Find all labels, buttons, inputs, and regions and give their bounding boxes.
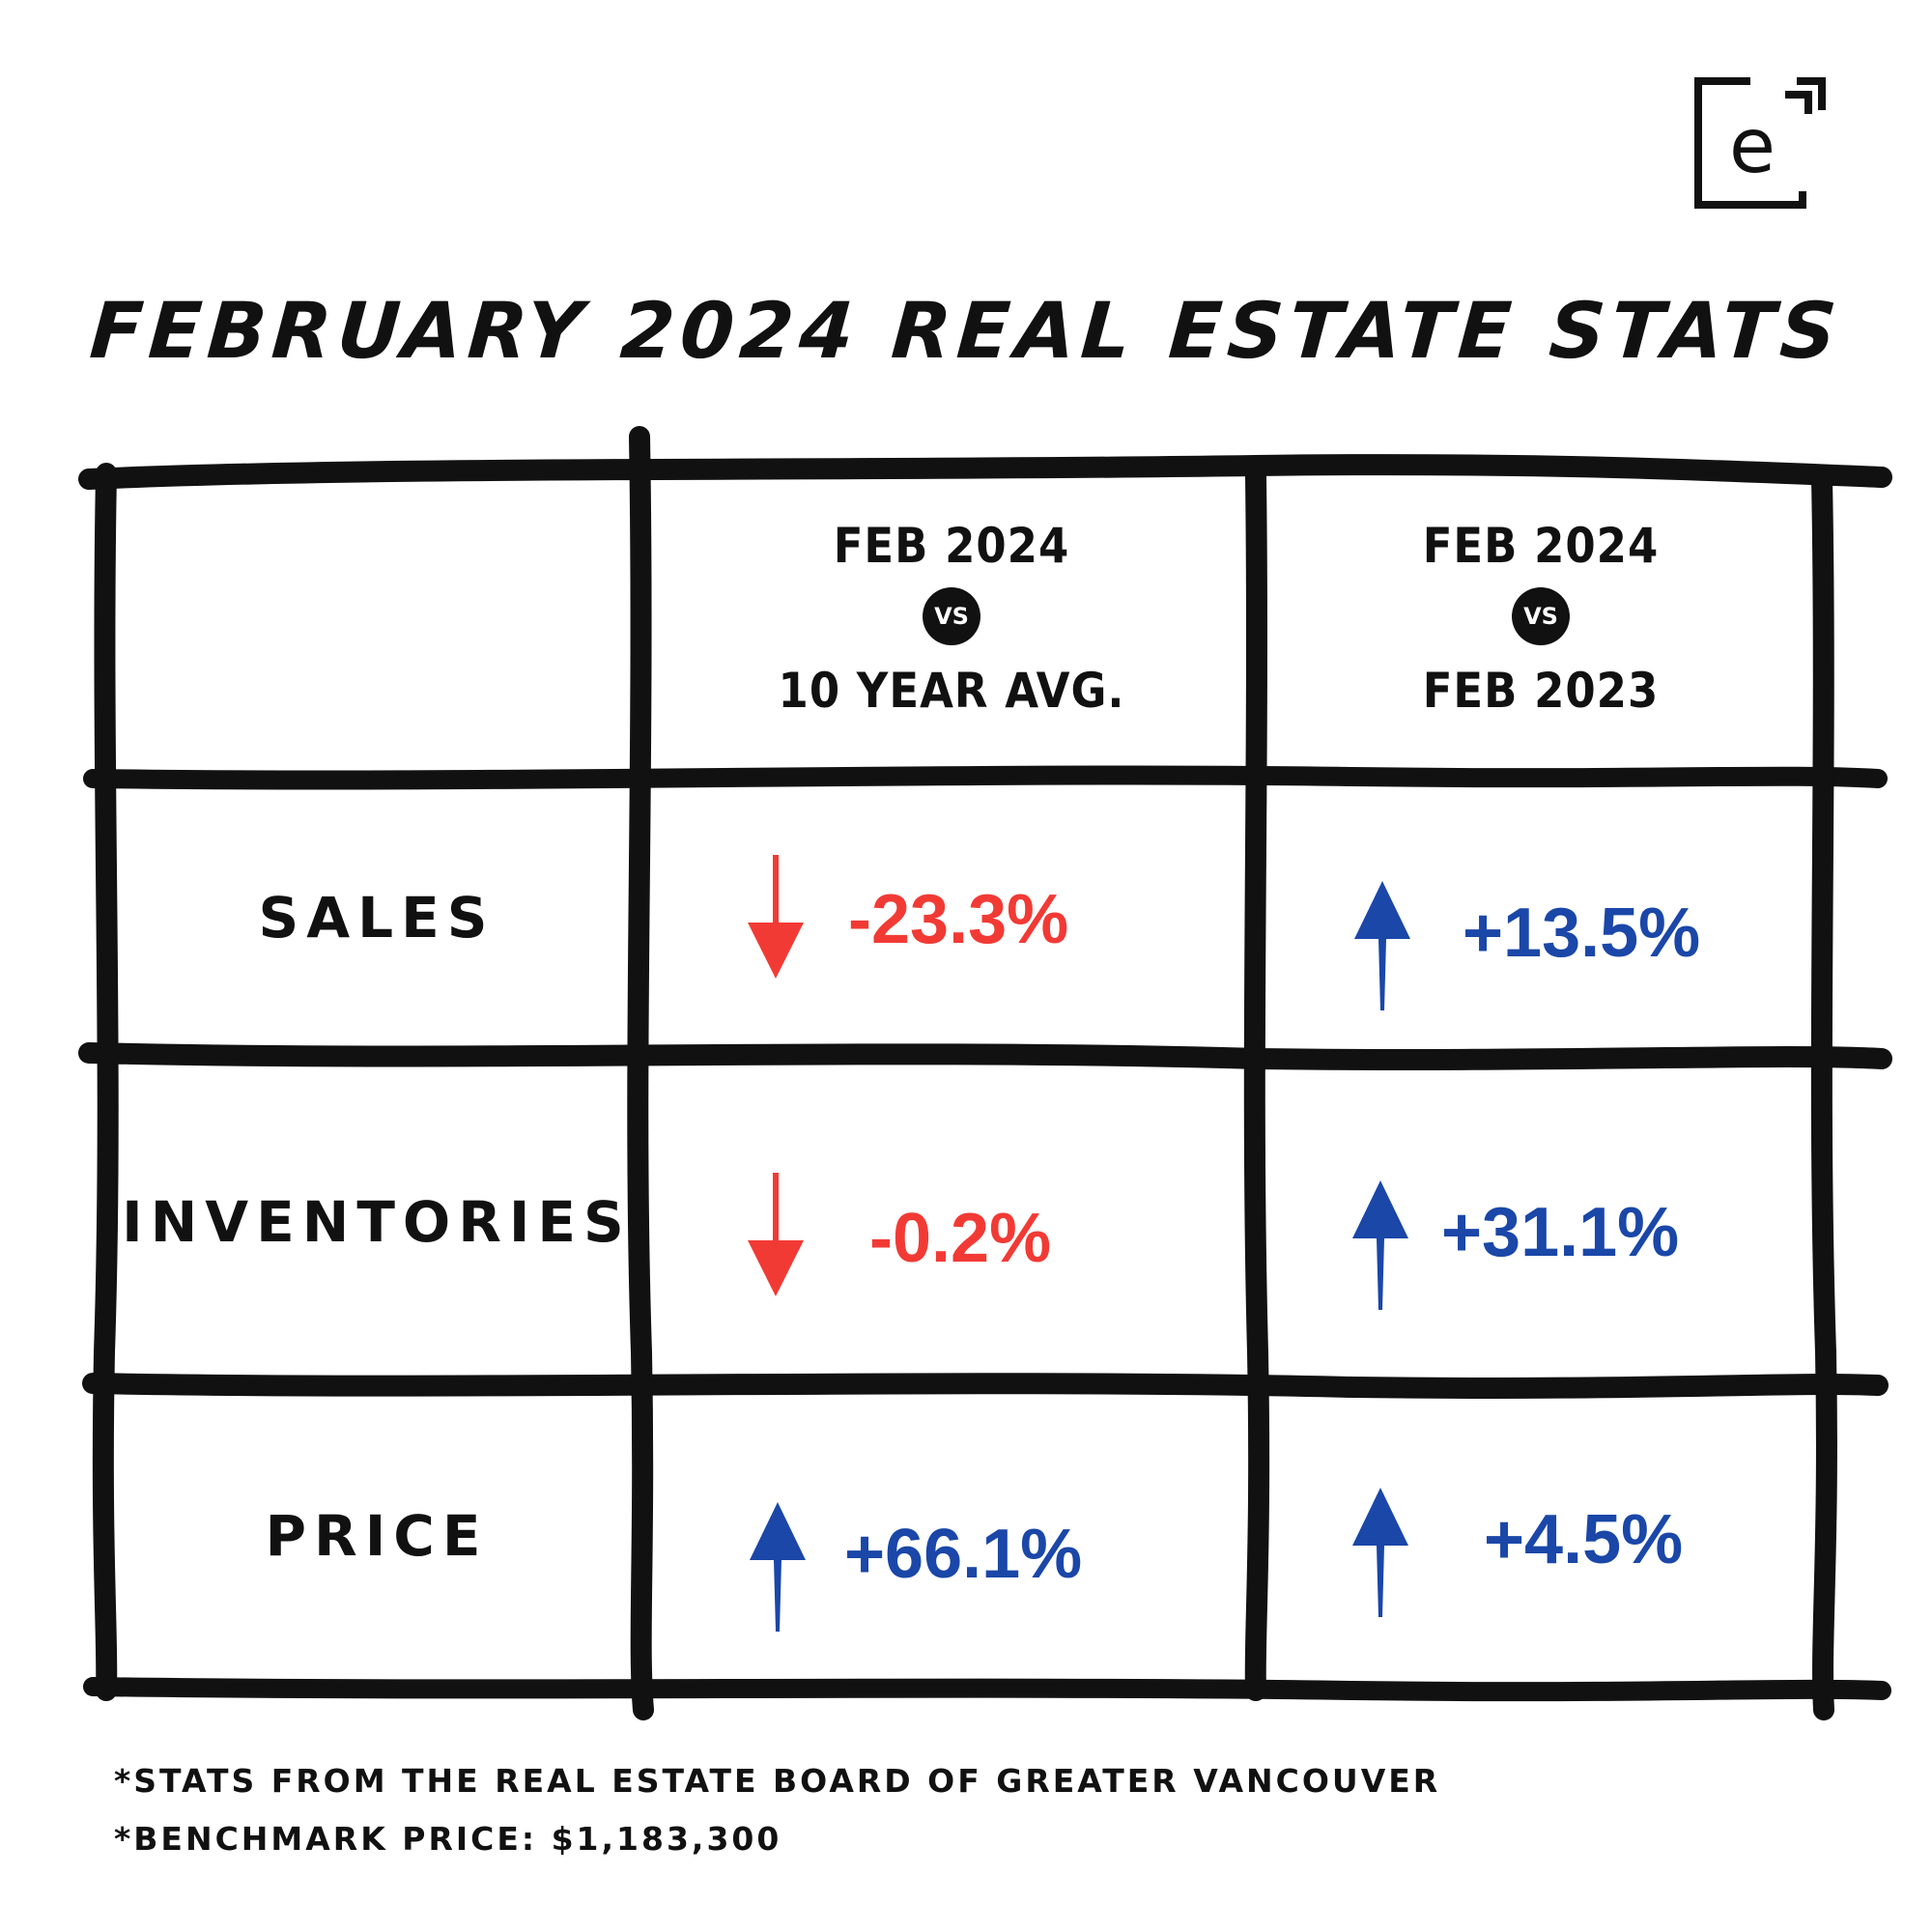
- value-price-yoy: +4.5%: [1484, 1501, 1684, 1578]
- column-header-line2: FEB 2023: [1422, 663, 1660, 719]
- value-inventories-yoy: +31.1%: [1441, 1194, 1680, 1271]
- value-price-10yr: +66.1%: [844, 1516, 1083, 1593]
- column-header-line2: 10 YEAR AVG.: [778, 663, 1125, 719]
- row-label-text: SALES: [258, 885, 496, 951]
- row-label-sales: SALES: [116, 792, 638, 1043]
- column-header-line1: FEB 2024: [833, 518, 1070, 574]
- up-arrow-icon: [1352, 1180, 1408, 1310]
- column-header-yoy: FEB 2024 VS FEB 2023: [1265, 522, 1816, 715]
- column-header-line1: FEB 2024: [1422, 518, 1660, 574]
- value-inventories-10yr: -0.2%: [869, 1200, 1052, 1277]
- down-arrow-icon: [748, 855, 804, 979]
- logo-letter: e: [1729, 103, 1776, 190]
- up-arrow-icon: [750, 1502, 806, 1632]
- value-sales-yoy: +13.5%: [1463, 895, 1701, 972]
- value-sales-10yr: -23.3%: [848, 881, 1069, 958]
- column-header-10yr: FEB 2024 VS 10 YEAR AVG.: [657, 522, 1246, 715]
- row-label-price: PRICE: [116, 1396, 638, 1676]
- row-label-text: PRICE: [265, 1503, 489, 1569]
- row-label-text: INVENTORIES: [122, 1189, 632, 1255]
- up-arrow-icon: [1352, 1488, 1408, 1617]
- up-arrow-icon: [1354, 881, 1410, 1010]
- row-label-inventories: INVENTORIES: [116, 1067, 638, 1377]
- down-arrow-icon: [748, 1173, 804, 1296]
- vs-badge: VS: [923, 587, 980, 645]
- bracket-e-logo-icon: e: [1694, 77, 1826, 209]
- footnote-benchmark: *BENCHMARK PRICE: $1,183,300: [114, 1820, 782, 1858]
- footnote-source: *STATS FROM THE REAL ESTATE BOARD OF GRE…: [114, 1762, 1441, 1800]
- vs-badge: VS: [1512, 587, 1570, 645]
